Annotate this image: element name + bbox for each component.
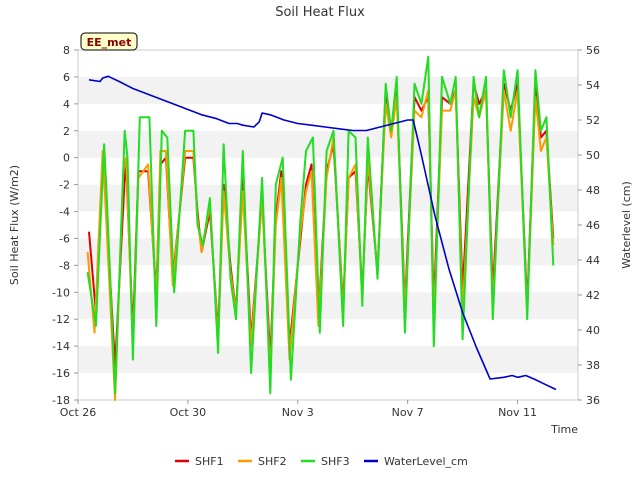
y-tick-label: -8 — [59, 259, 70, 272]
background-band — [78, 184, 578, 212]
y-tick-label: -10 — [52, 286, 70, 299]
y-tick-label: -18 — [52, 394, 70, 407]
y-tick-label: -12 — [52, 313, 70, 326]
legend: SHF1 SHF2 SHF3 WaterLevel_cm — [175, 455, 468, 468]
y-tick-label: 2 — [63, 125, 70, 138]
legend-label-shf3: SHF3 — [321, 455, 350, 468]
x-tick-label: Nov 3 — [282, 406, 314, 419]
y-tick-label: 6 — [63, 71, 70, 84]
y2-tick-label: 38 — [586, 359, 600, 372]
series-line-waterlevel-cm — [88, 75, 557, 391]
x-tick-label: Nov 11 — [498, 406, 537, 419]
x-tick-label: Oct 26 — [60, 406, 97, 419]
x-tick-label: Nov 7 — [392, 406, 424, 419]
x-axis-ticks: Oct 26 Oct 30 Nov 3 Nov 7 Nov 11 — [60, 400, 537, 419]
right-axis-ticks: 36 38 40 42 44 46 48 50 52 54 56 — [578, 44, 600, 407]
y2-tick-label: 44 — [586, 254, 600, 267]
series-line-shf3 — [86, 55, 555, 395]
site-badge-box — [80, 32, 138, 51]
y2-tick-label: 42 — [586, 289, 600, 302]
site-badge-label: EE_met — [87, 36, 132, 49]
site-badge: EE_met — [80, 32, 138, 51]
y-tick-label: -6 — [59, 232, 70, 245]
y-tick-label: -4 — [59, 206, 70, 219]
series-layer — [86, 55, 557, 401]
background-band — [78, 292, 578, 320]
y-tick-label: 8 — [63, 44, 70, 57]
y-tick-label: -14 — [52, 340, 70, 353]
legend-label-shf2: SHF2 — [258, 455, 287, 468]
x-tick-label: Oct 30 — [170, 406, 207, 419]
y2-tick-label: 54 — [586, 79, 600, 92]
y-axis-label: Soil Heat Flux (W/m2) — [8, 165, 21, 285]
y2-axis-label: Waterlevel (cm) — [620, 181, 633, 269]
y2-tick-label: 52 — [586, 114, 600, 127]
chart-title: Soil Heat Flux — [275, 5, 365, 20]
x-axis-label: Time — [550, 423, 578, 436]
y-tick-label: 0 — [63, 152, 70, 165]
left-axis-ticks: -18 -16 -14 -12 -10 -8 -6 -4 -2 0 2 4 6 8 — [52, 44, 78, 407]
background-band — [78, 346, 578, 374]
legend-label-waterlevel-cm: WaterLevel_cm — [384, 455, 468, 468]
y2-tick-label: 56 — [586, 44, 600, 57]
y2-tick-label: 48 — [586, 184, 600, 197]
y2-tick-label: 36 — [586, 394, 600, 407]
y-tick-label: 4 — [63, 98, 70, 111]
y2-tick-label: 50 — [586, 149, 600, 162]
y-tick-label: -16 — [52, 367, 70, 380]
y2-tick-label: 40 — [586, 324, 600, 337]
y2-tick-label: 46 — [586, 219, 600, 232]
y-tick-label: -2 — [59, 179, 70, 192]
legend-label-shf1: SHF1 — [195, 455, 224, 468]
